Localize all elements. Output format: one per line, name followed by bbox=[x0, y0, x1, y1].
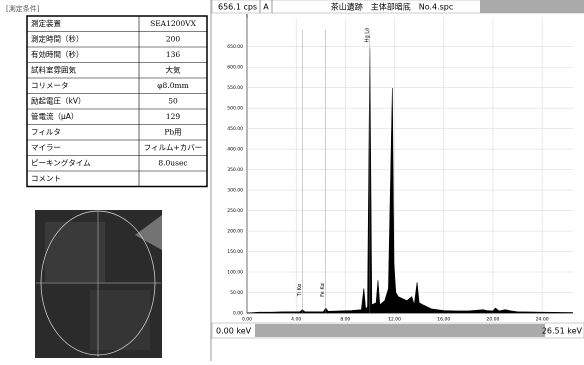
cell-value: Pb用 bbox=[164, 127, 181, 136]
cell-label: フィルタ bbox=[31, 127, 61, 136]
peak-label: Ti Kα bbox=[297, 283, 303, 297]
cell-value: φ8.0mm bbox=[157, 81, 188, 90]
scroll-bar[interactable] bbox=[255, 324, 545, 337]
x-tick-label: 4.00 bbox=[291, 317, 301, 323]
y-tick-label: 550.00 bbox=[227, 85, 243, 91]
y-tick-label: 200.00 bbox=[227, 229, 243, 235]
cell-value: 8.0usec bbox=[158, 158, 187, 167]
rate: 656.1 cps bbox=[218, 3, 257, 12]
y-tick-label: 150.00 bbox=[227, 249, 243, 255]
cell-value: 50 bbox=[168, 96, 178, 105]
cell-label: 励起電圧（kV） bbox=[31, 96, 85, 105]
cell-label: マイラー bbox=[31, 143, 61, 152]
cell-value: 大気 bbox=[166, 64, 181, 74]
cell-label: コリメータ bbox=[31, 81, 69, 90]
y-tick-label: 500.00 bbox=[227, 106, 243, 112]
cell-label: 試料室雰囲気 bbox=[31, 64, 76, 74]
cell-value: SEA1200VX bbox=[150, 19, 197, 28]
y-tick-label: 0.00 bbox=[233, 311, 243, 317]
cell-label: 測定装置 bbox=[31, 18, 61, 28]
y-tick-label: 250.00 bbox=[227, 208, 243, 214]
y-tick-label: 350.00 bbox=[227, 167, 243, 173]
cell-value: フィルム+カバー bbox=[144, 143, 202, 152]
mode: A bbox=[263, 3, 269, 12]
spectrum-line bbox=[246, 48, 574, 314]
micrograph bbox=[35, 210, 162, 358]
max-energy: 26.51 keV bbox=[542, 327, 583, 336]
y-tick-label: 650.00 bbox=[227, 44, 243, 50]
peak-label: Fe Kα bbox=[320, 282, 326, 297]
y-tick-label: 50.00 bbox=[230, 290, 243, 296]
y-tick-label: 100.00 bbox=[227, 270, 243, 276]
x-tick-label: 12.00 bbox=[388, 317, 401, 323]
y-tick-label: 400.00 bbox=[227, 147, 243, 153]
y-tick-label: 600.00 bbox=[227, 65, 243, 71]
y-tick-label: 450.00 bbox=[227, 126, 243, 132]
y-tick-label: 300.00 bbox=[227, 188, 243, 194]
cell-label: 測定時間（秒） bbox=[31, 33, 84, 43]
section-label: [測定条件] bbox=[6, 4, 40, 13]
cell-value: 136 bbox=[166, 50, 181, 59]
cell-label: コメント bbox=[31, 174, 61, 183]
cell-label: ピーキングタイム bbox=[31, 157, 91, 167]
x-tick-label: 24.00 bbox=[536, 317, 549, 323]
x-tick-label: 8.00 bbox=[340, 317, 350, 323]
header-fill bbox=[480, 0, 584, 13]
cell-label: 有効時間（秒） bbox=[31, 49, 84, 59]
peak-label: Hg Lα bbox=[364, 27, 370, 42]
cell-value: 129 bbox=[166, 112, 181, 121]
min-energy: 0.00 keV bbox=[216, 327, 252, 336]
x-tick-label: 0.00 bbox=[242, 317, 252, 323]
x-tick-label: 20.00 bbox=[486, 317, 499, 323]
cell-value: 200 bbox=[166, 34, 181, 43]
x-tick-label: 16.00 bbox=[437, 317, 450, 323]
table-frame bbox=[26, 15, 208, 188]
spectrum: 0.00 50.00 100.00 150.00 200.00 250.00 300.00 3… bbox=[227, 14, 574, 323]
cell-label: 管電流（μA） bbox=[31, 111, 78, 121]
conditions-table: 測定装置 SEA1200VX 測定時間（秒） 200 有効時間（秒） 136 試料室雰囲気 大… bbox=[26, 15, 208, 188]
file-name: 茶山遺跡 主体部暗底 No.4.spc bbox=[331, 2, 454, 12]
